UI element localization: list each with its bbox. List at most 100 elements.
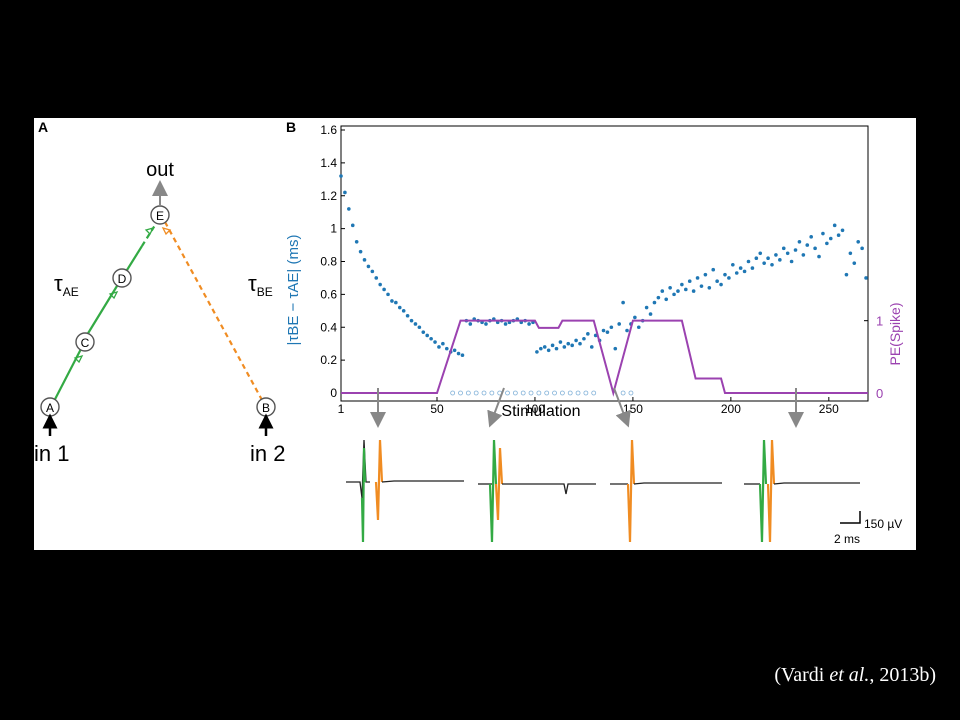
x-tick-label: 1 <box>338 402 345 416</box>
terminal-b-e <box>161 226 172 236</box>
node-b-label: B <box>262 401 270 415</box>
scatter-point <box>429 336 433 341</box>
scatter-point <box>413 322 418 326</box>
path-d-e-solid <box>126 245 143 271</box>
pe-spike-line <box>341 319 868 397</box>
scatter-point <box>852 261 857 265</box>
scatter-point <box>574 338 578 343</box>
scatter-point <box>821 231 825 236</box>
scatter-point <box>358 249 363 254</box>
scatter-point <box>441 341 445 346</box>
scatter-point <box>774 253 778 257</box>
voltage-trace-3 <box>610 439 722 543</box>
scatter-point <box>527 322 531 326</box>
scatter-point <box>684 287 688 292</box>
scatter-point <box>801 253 806 257</box>
scatter-point <box>425 333 430 338</box>
scatter-point <box>613 346 618 351</box>
scatter-point <box>397 305 402 310</box>
scatter-point <box>636 325 641 330</box>
scatter-point <box>546 348 551 353</box>
citation-etal: et al. <box>829 664 870 686</box>
scatter-point <box>401 309 406 313</box>
scatter-point <box>542 345 547 349</box>
neuron-node-b: B <box>256 397 276 417</box>
scatter-point <box>374 276 379 280</box>
panel-a-label: A <box>38 119 48 135</box>
scatter-point <box>754 256 759 261</box>
scatter-point <box>742 269 747 274</box>
y-axis-title-right: PE(Spike) <box>887 302 903 365</box>
scatter-point <box>660 289 665 293</box>
trace-pointer-3 <box>613 387 631 428</box>
scatter-point <box>382 287 386 292</box>
scatter-point <box>652 300 657 305</box>
y-axis-title-left-text: |τBE − τAE| (ms) <box>285 235 302 346</box>
open-marker <box>552 390 557 396</box>
tau-ae-label: τAE <box>54 271 79 299</box>
open-marker <box>512 390 518 396</box>
open-marker <box>567 390 573 396</box>
scatter-point <box>695 276 700 280</box>
scatter-point <box>750 266 755 270</box>
open-marker <box>489 390 495 396</box>
scatter-point <box>417 325 422 330</box>
x-tick-label: 50 <box>430 402 444 416</box>
y-tick-label: 0 <box>330 386 337 400</box>
scatter-point <box>781 246 786 251</box>
open-marker <box>620 390 626 396</box>
scatter-point <box>703 272 708 277</box>
voltage-trace-2 <box>478 439 596 543</box>
panel-a: A A C D E B <box>34 119 285 466</box>
open-marker <box>559 390 565 396</box>
citation-year: 2013b <box>879 664 930 686</box>
y-axis-right: 01 <box>864 314 883 401</box>
scatter-point <box>339 174 343 178</box>
open-marker <box>505 390 510 396</box>
scatter-point <box>797 239 802 244</box>
trace-pointer-2 <box>487 387 505 428</box>
x-axis-title: Stimulation <box>501 403 580 420</box>
scatter-point <box>813 246 817 251</box>
terminal-d-e <box>144 226 155 236</box>
y-tick-label: 1.2 <box>320 189 337 203</box>
scatter-point <box>570 343 574 348</box>
scatter-point <box>452 348 457 353</box>
y-axis-title-left: |τBE − τAE| (ms) <box>285 235 302 346</box>
scatter-point <box>770 262 774 267</box>
node-c-label: C <box>81 336 90 350</box>
scatter-point <box>433 340 437 344</box>
scatter-point <box>444 346 449 351</box>
scatter-point <box>836 233 841 237</box>
open-marker <box>465 390 471 396</box>
open-marker <box>528 390 534 396</box>
figure-svg: A A C D E B <box>34 119 903 546</box>
y-tick-label: 0.2 <box>320 353 337 367</box>
scale-voltage-label: 150 µV <box>864 517 902 531</box>
scatter-point <box>386 292 390 297</box>
scatter-point <box>460 353 465 357</box>
citation-author: Vardi <box>781 664 825 686</box>
x-tick-label: 150 <box>623 402 643 416</box>
y-right-tick-label: 0 <box>876 386 883 401</box>
open-marker <box>583 390 589 396</box>
scatter-point <box>601 328 606 333</box>
scatter-point <box>828 236 833 241</box>
scatter-point <box>672 292 676 297</box>
scatter-point <box>648 312 653 316</box>
scatter-point <box>719 282 723 287</box>
scatter-point <box>668 286 672 290</box>
scatter-point <box>378 282 382 287</box>
open-marker <box>458 390 463 396</box>
scatter-point <box>366 264 371 269</box>
path-c-d <box>86 285 118 336</box>
scatter-point <box>848 251 853 256</box>
scatter-point <box>715 279 719 284</box>
scatter-point <box>437 345 441 349</box>
neuron-node-a: A <box>40 397 60 417</box>
scatter-point <box>566 341 571 346</box>
scatter-point <box>809 235 813 239</box>
scatter-point <box>347 207 351 211</box>
figure-panel: A A C D E B <box>34 118 916 550</box>
scale-time-label: 2 ms <box>834 532 860 546</box>
